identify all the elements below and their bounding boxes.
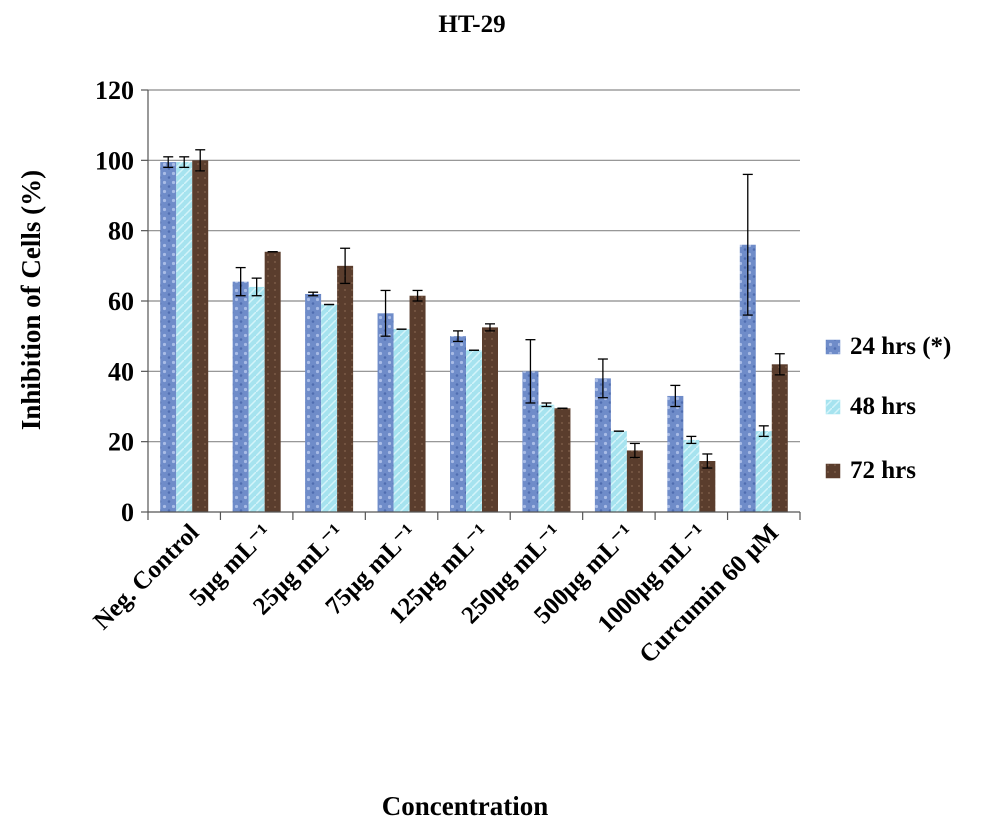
x-tick-label: Curcumin 60 μM (634, 519, 784, 669)
y-axis: 0 20 40 60 80 100 120 (95, 76, 149, 527)
legend-swatch (825, 399, 841, 415)
legend-swatch (825, 339, 841, 355)
y-tick-label: 100 (95, 146, 134, 175)
legend-label: 72 hrs (850, 457, 916, 484)
legend-label: 48 hrs (850, 393, 916, 420)
bar-3 (264, 251, 281, 512)
y-axis-label: Inhibition of Cells (%) (16, 170, 46, 430)
x-tick-label: Neg. Control (88, 519, 204, 635)
bar-1 (667, 395, 684, 512)
bar-2 (176, 162, 193, 512)
bar-3 (626, 450, 643, 512)
bar-3 (409, 295, 426, 512)
legend: 24 hrs (*) 48 hrs 72 hrs (825, 333, 951, 484)
bar-2 (610, 431, 627, 512)
bar-2 (755, 431, 772, 512)
bars (160, 160, 788, 513)
bar-2 (466, 350, 482, 512)
x-axis-label: Concentration (382, 791, 548, 821)
y-tick-label: 0 (121, 498, 134, 527)
y-tick-label: 80 (108, 217, 134, 246)
bar-3 (192, 160, 209, 513)
bar-3 (771, 364, 788, 512)
bar-1 (594, 378, 611, 512)
y-tick-label: 20 (108, 428, 134, 457)
bar-2 (393, 329, 410, 512)
bar-1 (377, 313, 394, 512)
bar-1 (160, 162, 177, 512)
bar-2 (321, 304, 338, 512)
bar-2 (248, 286, 265, 512)
bar-1 (522, 371, 539, 512)
bar-2 (538, 404, 555, 512)
bar-3 (337, 265, 354, 512)
legend-swatch (825, 463, 841, 479)
bar-3 (554, 408, 571, 512)
legend-label: 24 hrs (*) (850, 333, 951, 360)
bar-3 (482, 327, 498, 512)
bar-3 (699, 461, 716, 512)
bar-1 (450, 336, 466, 512)
bar-1 (232, 281, 249, 512)
chart-title: HT-29 (438, 11, 505, 38)
bar-1 (739, 244, 756, 512)
bar-1 (305, 293, 322, 512)
y-tick-label: 60 (108, 287, 134, 316)
error-bars (163, 149, 785, 469)
bar-2 (683, 439, 700, 512)
y-tick-label: 40 (108, 357, 134, 386)
y-tick-label: 120 (95, 76, 134, 105)
